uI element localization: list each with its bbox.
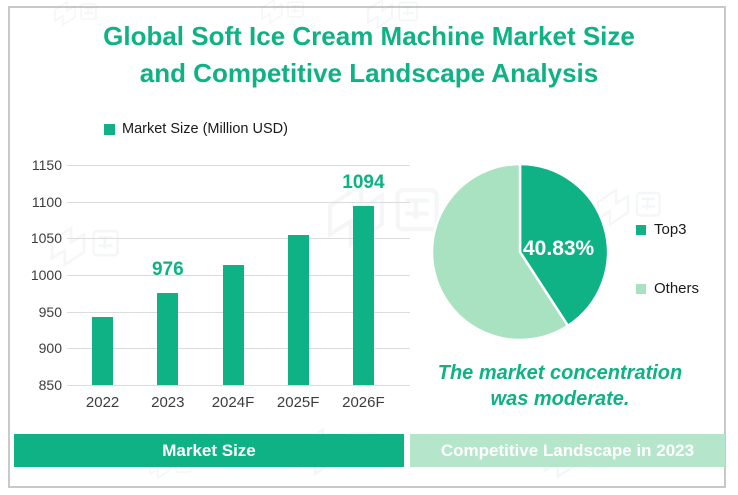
pie-chart: [430, 162, 610, 342]
x-axis-tick-label: 2022: [85, 394, 120, 411]
legend-swatch-icon: [104, 123, 115, 135]
bar-value-label: 1094: [342, 172, 385, 194]
bar-chart-legend: Market Size (Million USD): [104, 121, 288, 137]
page-title: Global Soft Ice Cream Machine Market Siz…: [0, 18, 738, 92]
pie-legend-item-top3: Top3: [636, 221, 687, 238]
y-axis-tick-label: 850: [38, 377, 62, 393]
y-axis-tick-label: 1100: [31, 193, 62, 210]
page-title-line1: Global Soft Ice Cream Machine Market Siz…: [103, 21, 635, 51]
gridline: [67, 201, 410, 203]
footer-tab-competitive-landscape: Competitive Landscape in 2023: [410, 434, 725, 467]
bar: [157, 292, 179, 385]
gridline: [67, 238, 410, 240]
pie-slice-others: [430, 162, 570, 342]
pie-legend-swatch-icon: [636, 224, 646, 235]
gridline: [67, 385, 410, 386]
page-title-line2: and Competitive Landscape Analysis: [139, 58, 599, 88]
annotation-line1: The market concentration: [437, 362, 683, 384]
x-axis-tick-label: 2025F: [276, 394, 320, 411]
pie-legend-label: Others: [654, 280, 700, 297]
annotation-line2: was moderate.: [490, 388, 630, 410]
x-axis-tick-label: 2023: [151, 394, 185, 411]
y-axis-tick-label: 1000: [30, 267, 62, 283]
x-axis-tick-label: 2024F: [211, 394, 255, 411]
bar: [287, 234, 309, 385]
y-axis-tick-label: 1150: [31, 157, 62, 173]
gridline: [67, 165, 410, 166]
bar: [222, 265, 244, 385]
x-axis-tick-label: 2026F: [342, 394, 385, 411]
footer-tab-market-size: Market Size: [14, 434, 404, 467]
bar-value-label: 976: [151, 258, 184, 280]
legend-label: Market Size (Million USD): [122, 121, 288, 137]
y-axis-tick-label: 900: [38, 340, 62, 357]
pie-legend-item-others: Others: [636, 280, 699, 297]
pie-data-label: 40.83%: [523, 237, 595, 260]
pie-legend-label: Top3: [654, 221, 687, 238]
y-axis-tick-label: 950: [38, 303, 62, 320]
y-axis-tick-label: 1050: [30, 230, 62, 247]
pie-legend-swatch-icon: [636, 283, 646, 294]
frame-border: [8, 6, 726, 488]
annotation-text: The market concentration was moderate.: [400, 360, 720, 412]
bar: [92, 316, 114, 385]
bar: [352, 206, 374, 385]
